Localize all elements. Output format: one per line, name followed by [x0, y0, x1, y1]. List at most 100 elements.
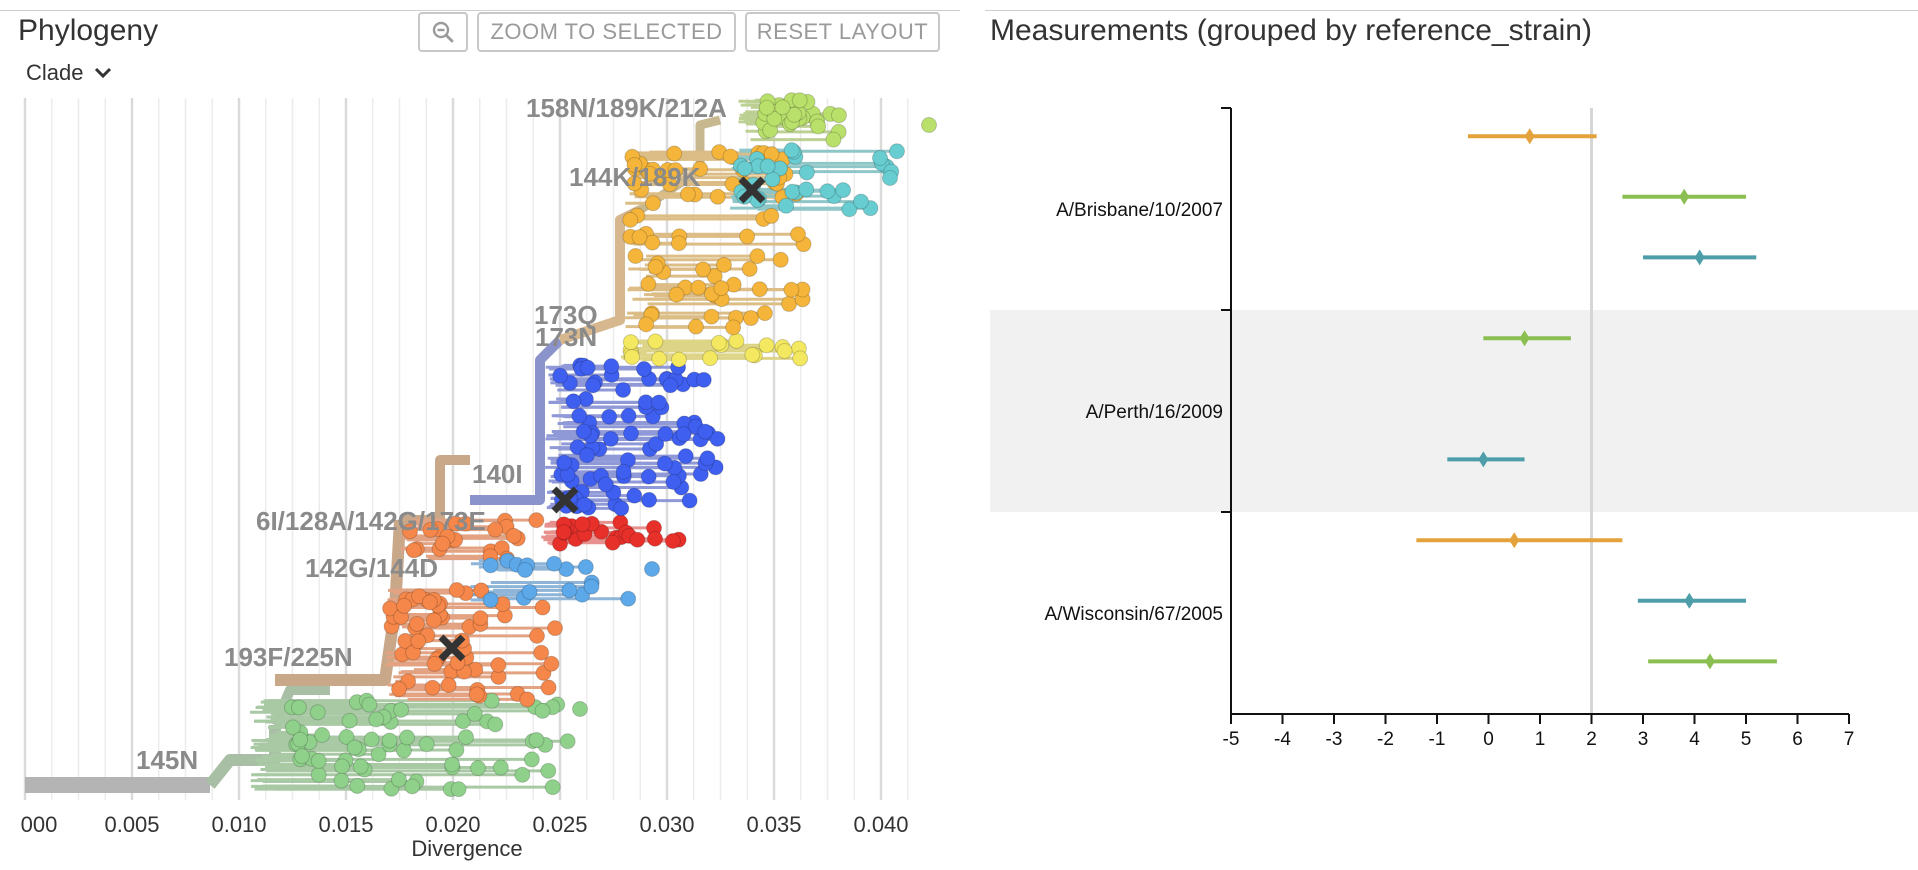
- tree-tip[interactable]: [473, 582, 490, 599]
- tree-tip[interactable]: [444, 756, 461, 773]
- tree-tip[interactable]: [623, 348, 640, 365]
- tree-tip[interactable]: [470, 760, 486, 776]
- tree-tip[interactable]: [741, 260, 758, 277]
- tree-tip[interactable]: [487, 716, 504, 733]
- tree-tip[interactable]: [294, 748, 311, 765]
- tree-tip[interactable]: [725, 319, 742, 336]
- tree-tip[interactable]: [309, 704, 326, 721]
- tree-tip[interactable]: [626, 175, 643, 192]
- tree-tip[interactable]: [448, 741, 465, 758]
- zoom-to-selected-button[interactable]: ZOOM TO SELECTED: [477, 12, 736, 52]
- tree-tip[interactable]: [644, 234, 661, 251]
- tree-tip[interactable]: [841, 201, 858, 218]
- tree-tip[interactable]: [744, 346, 761, 363]
- tree-tip[interactable]: [284, 719, 301, 736]
- tree-tip[interactable]: [622, 211, 639, 228]
- tree-tip[interactable]: [314, 727, 331, 744]
- tree-tip[interactable]: [346, 739, 363, 756]
- tree-tip[interactable]: [810, 118, 827, 135]
- tree-tip[interactable]: [703, 308, 720, 325]
- tree-tip[interactable]: [666, 145, 683, 162]
- tree-tip[interactable]: [620, 590, 637, 607]
- tree-tip[interactable]: [681, 492, 698, 509]
- tree-tip[interactable]: [622, 334, 639, 351]
- tree-tip[interactable]: [629, 531, 646, 548]
- tree-tip[interactable]: [517, 561, 534, 578]
- tree-tip[interactable]: [665, 473, 682, 490]
- tree-tip[interactable]: [695, 261, 712, 278]
- tree-tip[interactable]: [641, 165, 658, 182]
- tree-tip[interactable]: [404, 778, 421, 795]
- tree-tip[interactable]: [751, 281, 768, 298]
- tree-tip[interactable]: [579, 447, 596, 464]
- tree-tip[interactable]: [534, 702, 551, 719]
- tree-tip[interactable]: [640, 468, 657, 485]
- tree-tip[interactable]: [583, 578, 600, 595]
- tree-tip[interactable]: [519, 691, 536, 708]
- tree-tip[interactable]: [675, 426, 692, 443]
- tree-tip[interactable]: [434, 535, 451, 552]
- tree-tip[interactable]: [310, 766, 327, 783]
- tree-tip[interactable]: [620, 407, 637, 424]
- tree-tip[interactable]: [778, 197, 795, 214]
- tree-tip[interactable]: [368, 711, 385, 728]
- tree-tip[interactable]: [792, 350, 809, 367]
- tree-tip[interactable]: [450, 781, 467, 798]
- measurement-point[interactable]: [1478, 451, 1489, 468]
- tree-tip[interactable]: [381, 732, 398, 749]
- tree-tip[interactable]: [759, 158, 776, 175]
- tree-tip[interactable]: [713, 280, 730, 297]
- phylogeny-tips[interactable]: [283, 92, 937, 798]
- phylogeny-tree-chart[interactable]: 158N/189K/212A 144K/189K 173Q 173N 140I …: [0, 0, 960, 870]
- tree-tip[interactable]: [763, 207, 780, 224]
- tree-tip[interactable]: [626, 156, 643, 173]
- tree-tip[interactable]: [361, 696, 378, 713]
- tree-tip[interactable]: [334, 758, 351, 775]
- tree-tip[interactable]: [790, 226, 807, 243]
- measurement-point[interactable]: [1524, 128, 1535, 145]
- tree-tip[interactable]: [710, 334, 727, 351]
- tree-tip[interactable]: [585, 377, 602, 394]
- tree-tip[interactable]: [742, 310, 759, 327]
- tree-tip[interactable]: [440, 677, 457, 694]
- tree-tip[interactable]: [396, 597, 413, 614]
- tree-tip[interactable]: [641, 491, 658, 508]
- tree-tip[interactable]: [457, 729, 474, 746]
- tree-tip[interactable]: [333, 772, 350, 789]
- tree-tip[interactable]: [882, 170, 898, 186]
- measurements-chart[interactable]: A/Brisbane/10/2007 A/Perth/16/2009 A/Wisco…: [985, 0, 1918, 870]
- tree-tip[interactable]: [783, 142, 800, 159]
- measurement-point[interactable]: [1704, 653, 1715, 670]
- tree-tip[interactable]: [648, 435, 665, 452]
- tree-tip[interactable]: [408, 615, 425, 632]
- tree-tip[interactable]: [468, 686, 485, 703]
- tree-tip[interactable]: [559, 733, 576, 750]
- tree-tip[interactable]: [405, 542, 422, 559]
- tree-tip[interactable]: [776, 342, 793, 359]
- tree-tip[interactable]: [756, 305, 773, 322]
- measurement-point[interactable]: [1684, 592, 1695, 609]
- tree-tip[interactable]: [597, 476, 614, 493]
- tree-tip[interactable]: [534, 599, 551, 616]
- tree-tip[interactable]: [338, 728, 355, 745]
- tree-tip[interactable]: [547, 620, 564, 637]
- tree-tip[interactable]: [662, 377, 679, 394]
- tree-tip[interactable]: [853, 193, 870, 210]
- tree-tip[interactable]: [786, 106, 803, 123]
- tree-tip[interactable]: [571, 407, 588, 424]
- tree-tip[interactable]: [576, 496, 593, 513]
- tree-tip[interactable]: [615, 381, 632, 398]
- tree-tip[interactable]: [640, 275, 657, 292]
- tree-tip[interactable]: [487, 521, 504, 538]
- tree-tip[interactable]: [393, 701, 410, 718]
- tree-tip[interactable]: [872, 150, 888, 166]
- tree-tip[interactable]: [290, 699, 307, 716]
- tree-tip[interactable]: [651, 350, 668, 367]
- tree-tip[interactable]: [604, 534, 621, 551]
- tree-tip[interactable]: [555, 524, 572, 541]
- tree-tip[interactable]: [835, 182, 852, 199]
- tree-tip[interactable]: [781, 295, 798, 312]
- tree-tip[interactable]: [505, 527, 522, 544]
- tree-tip[interactable]: [715, 256, 732, 273]
- tree-tip[interactable]: [575, 423, 592, 440]
